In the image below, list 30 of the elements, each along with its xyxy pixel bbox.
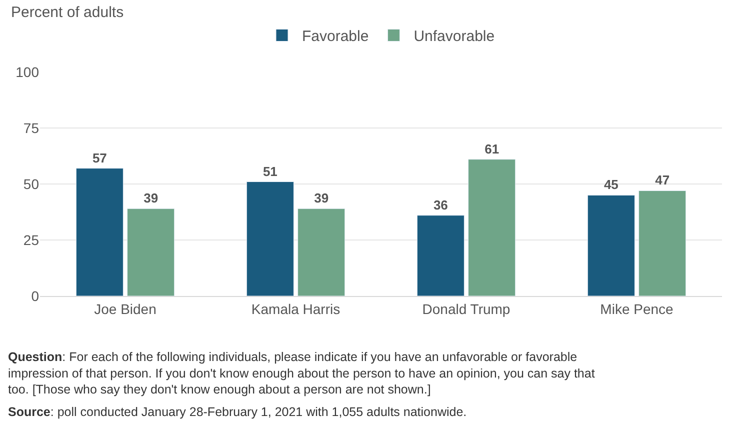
data-label: 45 <box>604 177 618 192</box>
bar <box>127 208 175 296</box>
bar <box>76 168 124 296</box>
y-tick-label: 100 <box>16 64 40 80</box>
bar <box>638 190 686 296</box>
legend-label: Favorable <box>302 28 369 46</box>
y-tick-label: 75 <box>23 120 40 136</box>
data-label: 39 <box>314 190 329 206</box>
data-label: 51 <box>262 164 278 179</box>
data-label: 39 <box>144 190 158 206</box>
text: Question: For each of the following individuals, please indicate if you have an unfavorable or favorable impression of that person. If you don't know enough about the person to have an opinion, you can say that too. [Those who say they don't know enough about a person are not shown.] <box>8 350 596 396</box>
x-tick-label: Donald Trump <box>422 300 510 317</box>
x-tick-label: Mike Pence <box>600 300 674 317</box>
bar <box>298 208 346 296</box>
y-tick-label: 25 <box>23 232 40 248</box>
y-tick-label: 0 <box>31 288 40 304</box>
x-tick-label: Joe Biden <box>94 300 156 317</box>
data-label: 36 <box>433 197 448 212</box>
y-tick-label: 50 <box>23 176 40 192</box>
bar <box>587 194 635 296</box>
bar <box>246 182 294 296</box>
data-label: 57 <box>92 150 107 166</box>
x-tick-label: Kamala Harris <box>251 300 340 317</box>
legend-label: Unfavorable <box>414 28 495 46</box>
data-label: 47 <box>655 172 670 188</box>
bar <box>416 215 464 296</box>
source-note: Source: poll conducted January 28-February 1, 2021 with 1,055 adults nationwide. <box>8 405 467 419</box>
data-label: 61 <box>484 141 500 156</box>
chart-subtitle: Percent of adults <box>11 4 124 21</box>
bar <box>468 159 516 296</box>
